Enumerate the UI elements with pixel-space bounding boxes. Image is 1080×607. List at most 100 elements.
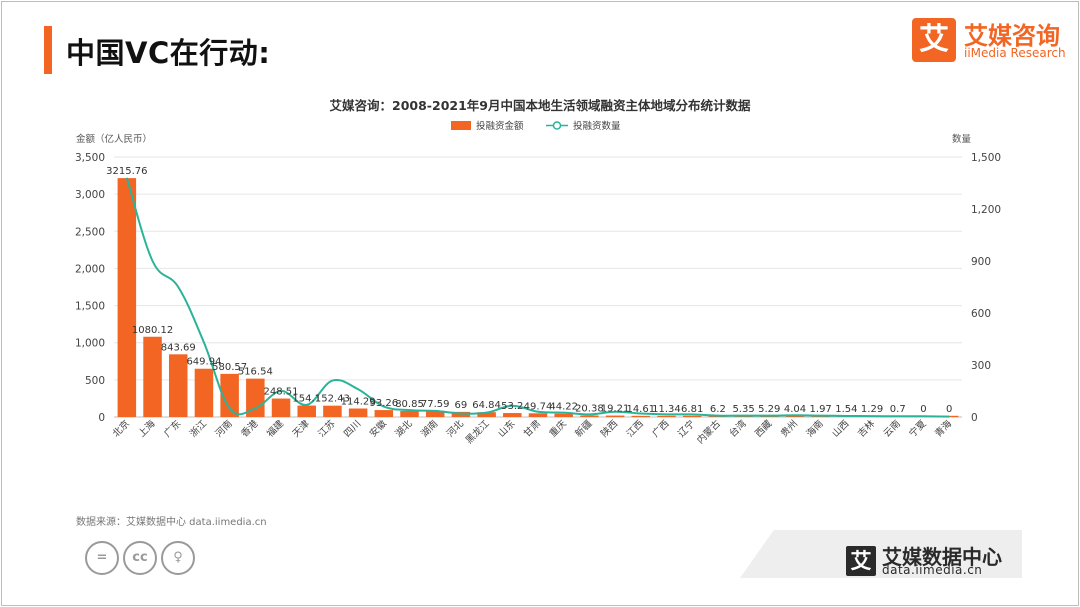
bar-value-label: 516.54: [238, 367, 273, 378]
bar-value-label: 44.22: [549, 402, 578, 413]
y-axis-ticks: 0 500 1,000 1,500 2,000 2,500 3,000 3,500: [75, 152, 105, 424]
x-tick-label: 上海: [136, 417, 158, 439]
bar-value-label: 6.2: [710, 404, 726, 415]
bar-value-label: 3215.76: [106, 166, 147, 177]
bar-value-label: 80.85: [395, 399, 424, 410]
x-tick-label: 山东: [495, 418, 517, 440]
x-tick-label: 四川: [342, 418, 363, 439]
x-tick-label: 甘肃: [521, 418, 543, 440]
bar: [425, 411, 445, 417]
bar: [631, 415, 651, 417]
bar: [168, 354, 188, 417]
y-tick-label: 2,500: [75, 226, 105, 238]
logo-name: 艾媒咨询: [964, 22, 1060, 50]
bar-value-label: 580.57: [212, 362, 247, 373]
x-tick-label: 香港: [239, 417, 261, 439]
x-tick-label: 重庆: [547, 417, 569, 439]
bar: [117, 178, 137, 417]
legend-bar-label: 投融资金额: [476, 120, 524, 132]
bar: [246, 378, 265, 417]
bar-value-label: 64.84: [472, 400, 501, 411]
bar-value-label: 69: [455, 400, 468, 411]
x-tick-label: 台湾: [727, 417, 749, 439]
bar: [580, 415, 599, 417]
y2-tick-label: 600: [971, 308, 991, 320]
iimedia-logo: 艾 艾媒咨询 iiMedia Research: [912, 18, 1066, 66]
bar: [503, 413, 522, 417]
x-tick-label: 河南: [213, 418, 235, 440]
x-tick-label: 云南: [881, 418, 903, 440]
x-tick-label: 北京: [110, 418, 132, 440]
x-tick-label: 福建: [264, 417, 286, 439]
bar: [348, 408, 368, 417]
data-source: 数据来源：艾媒数据中心 data.iimedia.cn: [76, 517, 267, 528]
bar: [374, 410, 394, 417]
bar-value-label: 1080.12: [132, 325, 173, 336]
x-tick-label: 新疆: [573, 417, 595, 439]
person-icon: ♀: [161, 541, 195, 575]
bar: [194, 368, 214, 417]
footer-name: 艾媒数据中心: [882, 545, 1002, 569]
x-tick-label: 天津: [291, 418, 313, 440]
legend-line-marker: [552, 121, 562, 130]
bar: [323, 405, 342, 417]
y2-axis-label: 数量: [952, 133, 972, 145]
bar-value-label: 14.61: [626, 404, 655, 415]
chart-title: 艾媒咨询：2008-2021年9月中国本地生活领域融资主体地域分布统计数据: [330, 98, 751, 113]
x-tick-label: 山西: [830, 418, 851, 439]
bar-value-label: 4.04: [784, 404, 806, 415]
grid: [114, 156, 962, 418]
bar-value-label: 0.7: [890, 404, 906, 415]
bar: [477, 412, 496, 417]
title-accent-bar: [44, 26, 52, 74]
x-tick-label: 浙江: [187, 417, 209, 439]
x-tick-label: 湖南: [418, 418, 440, 440]
x-tick-label: 贵州: [778, 418, 800, 440]
y-tick-label: 0: [98, 412, 105, 424]
bar-value-label: 49.74: [524, 401, 553, 412]
bar-value-label: 248.51: [264, 387, 299, 398]
x-tick-label: 辽宁: [675, 418, 697, 440]
count-line: [125, 177, 950, 418]
x-tick-label: 海南: [804, 418, 826, 440]
bar-value-label: 19.21: [601, 404, 630, 415]
bar-value-label: 1.29: [861, 404, 883, 415]
y-tick-label: 1,000: [75, 338, 105, 350]
y2-tick-label: 1,200: [971, 204, 1001, 216]
x-tick-label: 湖北: [393, 418, 415, 440]
x-tick-label: 广西: [650, 418, 672, 440]
bar: [682, 415, 702, 417]
page-title: 中国VC在行动:: [66, 36, 271, 70]
bar-value-label: 1.97: [810, 404, 832, 415]
bar-value-label: 6.81: [681, 404, 703, 415]
legend-bar-swatch: [451, 121, 471, 130]
x-tick-label: 陕西: [598, 418, 620, 440]
bar-value-label: 152.43: [315, 394, 350, 405]
bar: [785, 415, 805, 417]
x-tick-label: 宁夏: [907, 417, 929, 439]
legend: 投融资金额 投融资数量: [451, 120, 621, 132]
x-tick-label: 河北: [444, 417, 466, 439]
bar-value-label: 0: [946, 404, 952, 415]
equals-icon: =: [85, 541, 119, 575]
x-axis-ticks: 北京 上海 广东 浙江 河南 香港 福建 天津 江苏 四川 安徽 湖北 湖南 河北黑龙江 山东 甘肃 重庆 新疆陕…: [110, 417, 955, 446]
bar-value-label: 0: [920, 404, 926, 415]
bar-value-label: 53.2: [501, 401, 523, 412]
bar: [528, 413, 548, 417]
x-tick-label: 内蒙古: [694, 417, 723, 446]
bar: [143, 336, 162, 417]
x-tick-label: 吉林: [855, 417, 877, 439]
bar: [554, 413, 573, 417]
logo-subtitle: iiMedia Research: [964, 46, 1066, 60]
y2-tick-label: 300: [971, 360, 991, 372]
bars: [117, 178, 959, 417]
y-tick-label: 1,500: [75, 301, 105, 313]
x-tick-label: 黑龙江: [463, 417, 492, 446]
x-tick-label: 青海: [932, 417, 954, 439]
x-tick-label: 广东: [161, 418, 183, 440]
footer-url: data.iimedia.cn: [882, 563, 983, 577]
bar-value-label: 77.59: [421, 399, 450, 410]
